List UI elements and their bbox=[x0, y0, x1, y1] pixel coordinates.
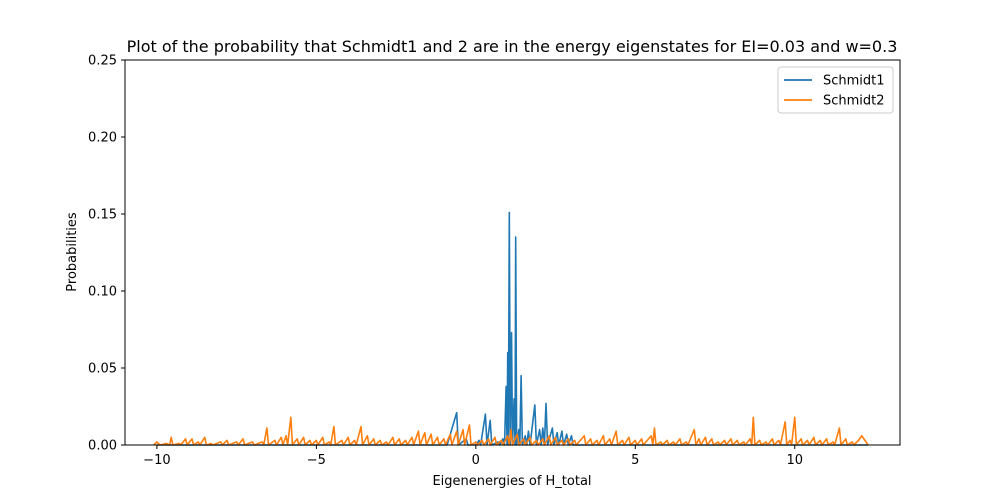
y-tick-label: 0.00 bbox=[88, 439, 117, 454]
x-axis-label: Eigenenergies of H_total bbox=[432, 474, 591, 489]
legend-box bbox=[777, 66, 894, 114]
x-tick-label: 0 bbox=[472, 453, 480, 468]
y-axis-label: Probabilities bbox=[65, 212, 80, 292]
x-tick-label: −10 bbox=[143, 453, 170, 468]
legend: Schmidt1 Schmidt2 bbox=[777, 66, 894, 114]
x-tick-label: 5 bbox=[631, 453, 639, 468]
x-tick-label: 10 bbox=[786, 453, 803, 468]
legend-label-schmidt2: Schmidt2 bbox=[823, 94, 885, 109]
plot-area: −10 −5 0 5 10 0.00 0.05 0.10 0.15 0.20 0.25 bbox=[88, 54, 901, 468]
y-tick-label: 0.20 bbox=[88, 131, 117, 146]
y-tick-label: 0.05 bbox=[88, 362, 117, 377]
y-tick-label: 0.15 bbox=[88, 208, 117, 223]
series-layer bbox=[153, 211, 869, 446]
y-tick-label: 0.25 bbox=[88, 54, 117, 69]
series-line-schmidt2 bbox=[153, 416, 869, 446]
x-tick-label: −5 bbox=[307, 453, 326, 468]
axes-layer: −10 −5 0 5 10 0.00 0.05 0.10 0.15 0.20 0.25 bbox=[88, 54, 901, 468]
legend-label-schmidt1: Schmidt1 bbox=[823, 74, 885, 89]
y-tick-label: 0.10 bbox=[88, 285, 117, 300]
axes-frame bbox=[124, 59, 901, 446]
chart-title: Plot of the probability that Schmidt1 an… bbox=[127, 37, 898, 56]
